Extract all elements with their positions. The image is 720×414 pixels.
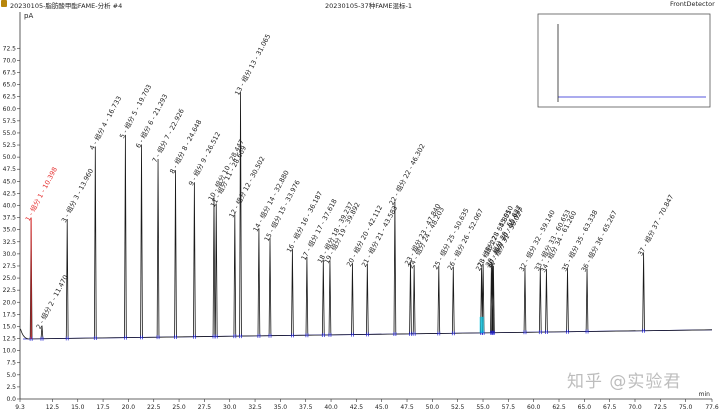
x-tick-label: 30.0	[223, 404, 237, 411]
y-tick-label: 0.0	[6, 396, 16, 403]
y-tick-label: 22.5	[3, 287, 17, 294]
y-tick-label: 50.0	[3, 154, 17, 161]
y-tick-label: 60.0	[3, 106, 17, 113]
y-tick-label: 5.0	[6, 372, 16, 379]
y-tick-label: 42.5	[3, 190, 17, 197]
x-tick-label: 20.0	[122, 404, 136, 411]
y-tick-label: 15.0	[3, 323, 17, 330]
y-axis-label: pA	[24, 12, 33, 20]
x-tick-label: 77.6	[705, 404, 719, 411]
peak-label: 13 - 组分 13 - 31.065	[232, 32, 272, 97]
y-tick-label: 30.0	[3, 251, 17, 258]
x-tick-label: 9.3	[15, 404, 25, 411]
y-tick-label: 17.5	[3, 311, 17, 318]
x-tick-label: 25.0	[172, 404, 186, 411]
sequence-title: 20230105-脂肪酸甲酯FAME-分析 #4	[10, 2, 123, 10]
peak-label: 2 - 组分 2 - 11.470	[34, 273, 70, 330]
x-tick-label: 50.0	[426, 404, 440, 411]
x-tick-label: 12.5	[46, 404, 60, 411]
window-title-bar: 20230105-脂肪酸甲酯FAME-分析 #4 20230105-37种FAM…	[0, 0, 720, 10]
y-tick-label: 27.5	[3, 263, 17, 270]
injection-title: 20230105-37种FAME混标-1	[325, 2, 412, 10]
y-tick-label: 47.5	[3, 166, 17, 173]
x-tick-label: 70.0	[628, 404, 642, 411]
overview-panel	[537, 13, 711, 108]
app-icon	[1, 0, 7, 7]
y-tick-label: 52.5	[3, 142, 17, 149]
y-tick-label: 62.5	[3, 94, 17, 101]
x-tick-label: 45.0	[375, 404, 389, 411]
x-tick-label: 15.0	[71, 404, 85, 411]
integration-fill	[479, 316, 483, 333]
y-tick-label: 70.0	[3, 57, 17, 64]
y-tick-label: 72.5	[3, 45, 17, 52]
y-tick-label: 67.5	[3, 69, 17, 76]
x-tick-label: 22.5	[147, 404, 161, 411]
peak-label: 22 - 组分 22 - 46.302	[387, 142, 427, 207]
x-tick-label: 17.5	[96, 404, 110, 411]
y-tick-label: 25.0	[3, 275, 17, 282]
y-tick-label: 65.0	[3, 82, 17, 89]
x-tick-label: 72.5	[654, 404, 668, 411]
x-tick-label: 60.0	[527, 404, 541, 411]
y-tick-label: 32.5	[3, 239, 17, 246]
y-tick-label: 57.5	[3, 118, 17, 125]
peak-label: 1 - 组分 1 - 10.398	[23, 165, 59, 222]
x-tick-label: 52.5	[451, 404, 465, 411]
x-tick-label: 27.5	[198, 404, 212, 411]
x-tick-label: 47.5	[400, 404, 414, 411]
y-tick-label: 7.5	[6, 360, 16, 367]
x-tick-label: 55.0	[476, 404, 490, 411]
y-tick-label: 20.0	[3, 299, 17, 306]
detector-title: FrontDetector	[670, 0, 715, 8]
x-tick-label: 35.0	[274, 404, 288, 411]
x-tick-label: 40.0	[324, 404, 338, 411]
y-tick-label: 35.0	[3, 227, 17, 234]
x-tick-label: 62.5	[552, 404, 566, 411]
y-tick-label: 10.0	[3, 348, 17, 355]
x-tick-label: 42.5	[350, 404, 364, 411]
y-tick-label: 2.5	[6, 384, 16, 391]
peak-label: 3 - 组分 3 - 13.960	[59, 167, 95, 224]
integration-fill	[481, 316, 485, 333]
y-tick-label: 45.0	[3, 178, 17, 185]
x-tick-label: 67.5	[603, 404, 617, 411]
x-tick-label: 57.5	[502, 404, 516, 411]
y-tick-label: 40.0	[3, 203, 17, 210]
x-tick-label: 37.5	[299, 404, 313, 411]
watermark: 知乎 @实验君	[567, 372, 682, 392]
peak-label: 4 - 组分 4 - 16.733	[87, 94, 123, 151]
peak-label: 37 - 组分 37 - 70.847	[635, 193, 675, 258]
x-tick-label: 75.0	[679, 404, 693, 411]
x-axis-label: min	[699, 391, 711, 398]
x-tick-label: 32.5	[248, 404, 262, 411]
y-tick-label: 12.5	[3, 336, 17, 343]
y-tick-label: 37.5	[3, 215, 17, 222]
y-tick-label: 55.0	[3, 130, 17, 137]
x-tick-label: 65.0	[578, 404, 592, 411]
peak-label: 36 - 组分 36 - 65.267	[579, 209, 619, 274]
